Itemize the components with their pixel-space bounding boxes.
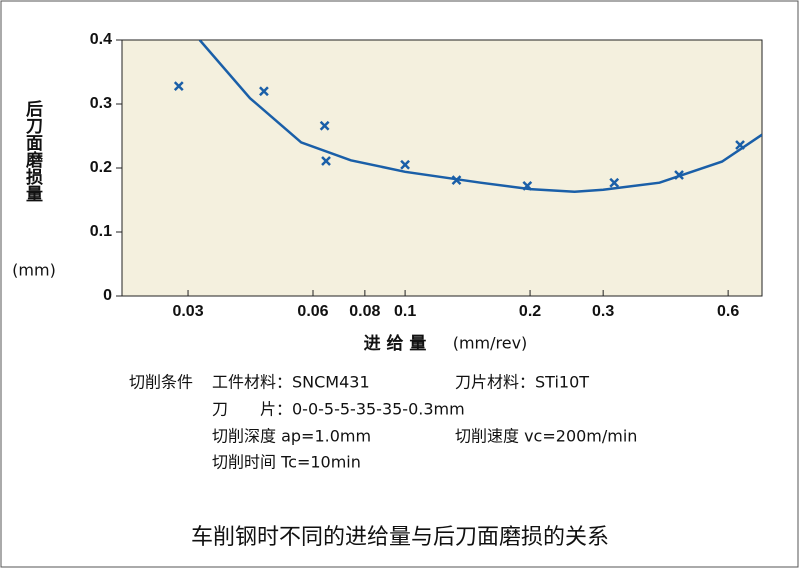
conditions-heading: 切削条件: [129, 373, 193, 392]
condition: 刀 片：0-0-5-5-35-35-0.3mm: [212, 400, 465, 419]
marker: [400, 159, 410, 170]
y-tick-label: 0.4: [90, 31, 112, 48]
x-tick-label: 0.2: [519, 303, 541, 320]
x-axis-label: 进 给 量: [364, 333, 427, 354]
condition: 切削时间 Tc=10min: [212, 453, 361, 472]
marker: [609, 177, 620, 188]
marker: [321, 156, 331, 166]
x-axis-unit: (mm/rev): [453, 334, 528, 353]
plot-area: [121, 39, 763, 297]
y-axis-label: 后刀面磨损量: [22, 100, 43, 202]
marker: [259, 86, 269, 97]
y-axis-unit: (mm): [12, 261, 56, 280]
y-tick-label: 0.2: [90, 159, 112, 176]
fit-curve: [198, 40, 762, 193]
x-tick-label: 0.6: [717, 303, 739, 320]
marker: [173, 81, 184, 91]
condition: 刀片材料：STi10T: [455, 373, 589, 392]
x-tick-label: 0.03: [172, 303, 203, 320]
caption: 车削钢时不同的进给量与后刀面磨损的关系: [191, 525, 609, 550]
x-tick-label: 0.08: [349, 303, 380, 320]
x-tick-label: 0.3: [592, 303, 614, 320]
condition: 工件材料：SNCM431: [212, 373, 370, 392]
y-tick-label: 0: [103, 287, 112, 304]
condition: 切削深度 ap=1.0mm: [212, 427, 371, 446]
condition: 切削速度 vc=200m/min: [455, 427, 637, 446]
x-tick-label: 0.1: [394, 303, 416, 320]
x-tick-label: 0.06: [297, 303, 328, 320]
marker: [319, 120, 330, 131]
y-tick-label: 0.3: [90, 95, 112, 112]
y-tick-label: 0.1: [90, 223, 112, 240]
